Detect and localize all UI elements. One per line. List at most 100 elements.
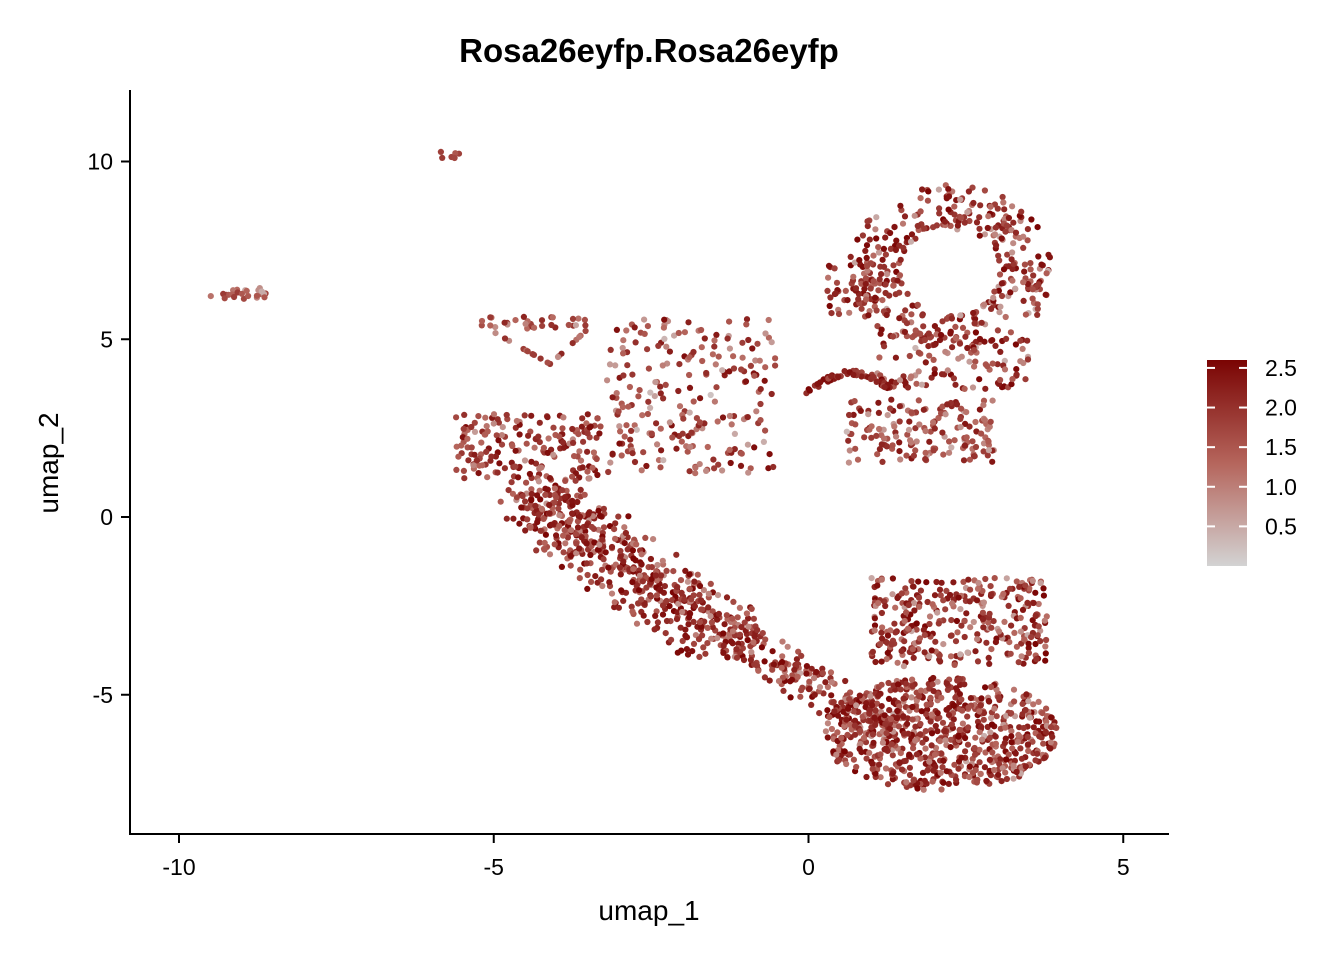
cell-point: [566, 518, 573, 526]
cell-point: [720, 649, 727, 657]
cell-point: [713, 384, 720, 391]
cell-point: [733, 654, 741, 661]
cell-point: [624, 546, 631, 553]
cell-point: [995, 694, 1002, 701]
cell-point: [628, 603, 635, 610]
cell-point: [723, 594, 731, 601]
cell-point: [872, 226, 879, 233]
cell-point: [955, 733, 962, 740]
cell-point: [941, 218, 949, 225]
cell-point: [712, 361, 719, 368]
cell-point: [953, 617, 961, 625]
cell-point: [962, 734, 969, 742]
cell-point: [909, 703, 916, 711]
cell-point: [1002, 769, 1009, 776]
cell-point: [765, 316, 772, 324]
cell-point: [589, 464, 596, 471]
cell-point: [510, 515, 517, 522]
cell-point: [897, 456, 904, 463]
cell-point: [824, 287, 831, 294]
cell-point: [892, 604, 899, 611]
cell-point: [986, 734, 993, 742]
cell-point: [681, 596, 688, 603]
cell-point: [982, 575, 989, 583]
cell-point: [967, 586, 974, 593]
cell-point: [858, 305, 865, 312]
cell-point: [1013, 768, 1020, 776]
cell-point: [959, 707, 966, 714]
cell-point: [579, 415, 586, 422]
cell-point: [530, 351, 538, 358]
cell-point: [1043, 705, 1050, 712]
cell-point: [452, 150, 459, 157]
cell-point: [912, 327, 919, 334]
cell-point: [579, 464, 586, 471]
cell-point: [573, 540, 580, 547]
cell-point: [858, 280, 865, 287]
cell-point: [988, 624, 995, 631]
cell-point: [995, 771, 1002, 778]
cell-point: [736, 604, 744, 612]
cell-point: [882, 602, 889, 610]
cell-point: [985, 697, 992, 705]
cell-point: [844, 731, 851, 739]
cell-point: [824, 707, 831, 714]
cell-point: [920, 786, 927, 793]
y-tick-label: -5: [93, 682, 113, 708]
cell-point: [878, 681, 885, 688]
cell-point: [917, 731, 924, 738]
cell-point: [1042, 650, 1049, 657]
cell-point: [803, 670, 810, 677]
cell-point: [704, 443, 711, 451]
cell-point: [697, 395, 704, 402]
cell-point: [1024, 741, 1032, 748]
cell-point: [743, 610, 751, 617]
cell-point: [726, 368, 733, 375]
cell-point: [1023, 691, 1030, 698]
cell-point: [613, 390, 620, 397]
cell-point: [460, 467, 467, 474]
cell-point: [675, 387, 682, 395]
cell-point: [959, 324, 967, 331]
cell-point: [906, 751, 913, 758]
cell-point: [960, 578, 967, 586]
cell-point: [875, 600, 882, 607]
cell-point: [948, 444, 955, 451]
cell-point: [641, 330, 648, 337]
cell-point: [553, 532, 560, 539]
cell-point: [942, 737, 949, 744]
cell-point: [768, 339, 775, 346]
cell-point: [766, 451, 773, 458]
cell-point: [487, 322, 494, 329]
cell-point: [918, 708, 925, 715]
cell-point: [556, 433, 563, 440]
cell-point: [630, 566, 637, 573]
cell-point: [1008, 739, 1015, 746]
cell-point: [1037, 580, 1044, 587]
cell-point: [496, 460, 503, 467]
cell-point: [666, 603, 673, 610]
cell-point: [974, 636, 981, 643]
cell-point: [673, 445, 680, 452]
cell-point: [714, 592, 722, 599]
cell-point: [986, 610, 993, 617]
cell-point: [934, 678, 941, 685]
cell-point: [817, 379, 824, 386]
cell-point: [629, 450, 636, 457]
cell-point: [617, 552, 624, 560]
cell-point: [1002, 228, 1009, 235]
cell-point: [978, 430, 985, 437]
cell-point: [765, 465, 772, 472]
cell-point: [692, 464, 699, 471]
cell-point: [966, 773, 973, 781]
cell-point: [713, 331, 720, 338]
cell-point: [869, 702, 876, 709]
cell-point: [957, 606, 964, 613]
cell-point: [630, 555, 637, 562]
cell-point: [798, 652, 805, 660]
cell-point: [757, 417, 764, 424]
cell-point: [608, 590, 616, 597]
cell-point: [583, 540, 590, 547]
cell-point: [932, 638, 939, 645]
cell-point: [950, 716, 957, 723]
